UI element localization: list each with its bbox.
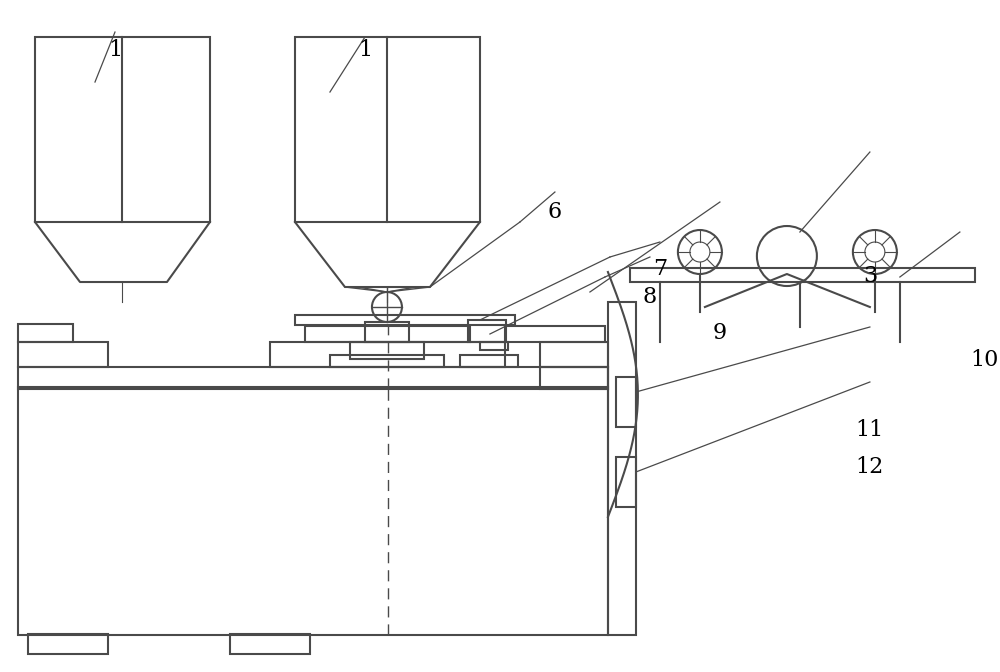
Bar <box>365 322 409 342</box>
Bar <box>540 342 608 367</box>
Bar <box>295 315 515 325</box>
Bar <box>305 326 470 342</box>
Bar <box>616 377 636 427</box>
Text: 8: 8 <box>643 286 657 308</box>
Bar <box>330 355 444 367</box>
Text: 10: 10 <box>971 349 999 370</box>
Text: 3: 3 <box>863 265 877 286</box>
Text: 7: 7 <box>653 258 667 280</box>
Bar <box>18 387 608 635</box>
Bar <box>350 342 424 359</box>
Bar <box>468 320 506 342</box>
Bar <box>18 367 608 389</box>
Bar <box>505 326 605 342</box>
Bar <box>230 634 310 654</box>
Text: 1: 1 <box>358 40 372 61</box>
Bar <box>630 268 975 282</box>
Bar <box>480 342 508 350</box>
Text: 6: 6 <box>548 201 562 222</box>
Bar <box>18 342 108 367</box>
Bar <box>270 342 505 367</box>
Text: 12: 12 <box>856 456 884 478</box>
Bar <box>295 37 480 222</box>
Bar <box>616 457 636 507</box>
Bar <box>18 324 73 342</box>
Text: 11: 11 <box>856 419 884 441</box>
Bar <box>460 355 518 367</box>
Text: 1: 1 <box>108 40 122 61</box>
Bar <box>28 634 108 654</box>
Bar <box>608 302 636 635</box>
Text: 9: 9 <box>713 322 727 343</box>
Bar <box>540 367 608 389</box>
Bar <box>35 37 210 222</box>
